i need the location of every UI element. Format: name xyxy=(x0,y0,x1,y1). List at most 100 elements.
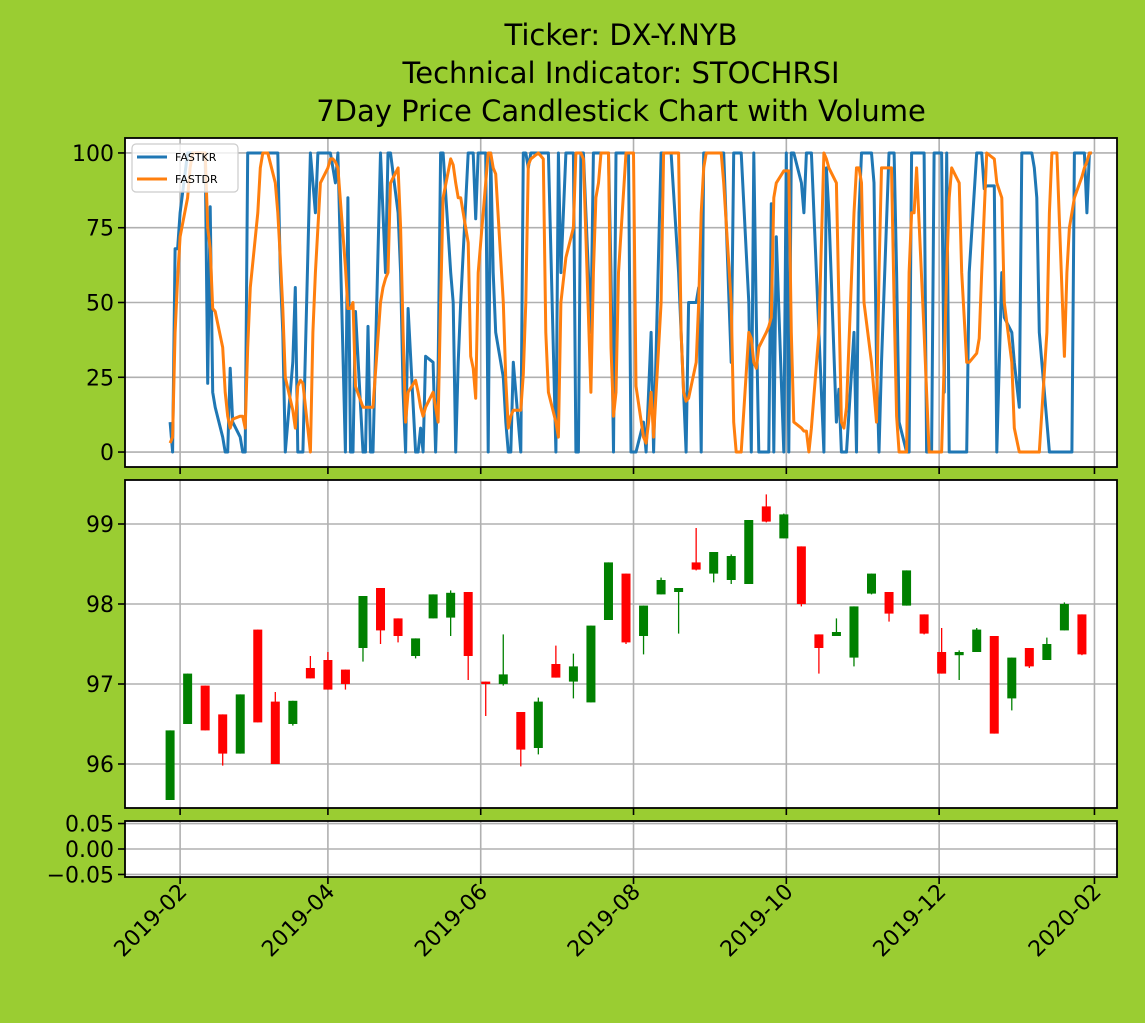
candle-body xyxy=(656,580,666,595)
fastdr-series-line xyxy=(168,151,1092,454)
y-tick-label: 98 xyxy=(86,593,114,618)
candle-body xyxy=(568,666,578,682)
candle xyxy=(919,614,929,635)
candle-body xyxy=(621,573,631,643)
candle-body xyxy=(831,632,841,636)
candle xyxy=(1024,648,1034,668)
candle xyxy=(235,694,245,754)
candle xyxy=(1042,637,1052,660)
candle-body xyxy=(340,669,350,684)
volume-panel: 0.050.00−0.05 xyxy=(47,813,1118,888)
indicator-legend: FASTKR FASTDR xyxy=(131,143,239,193)
candle xyxy=(621,573,631,644)
candle xyxy=(972,628,982,652)
y-tick-label: 100 xyxy=(72,142,114,167)
candle-body xyxy=(533,701,543,748)
candle-body xyxy=(551,664,561,678)
candle xyxy=(726,554,736,584)
candle-body xyxy=(919,614,929,634)
candle-body xyxy=(1077,614,1087,655)
candle-body xyxy=(954,652,964,656)
candle xyxy=(516,712,526,767)
candle-body xyxy=(288,700,298,724)
candle xyxy=(586,625,596,703)
candle-body xyxy=(709,552,719,574)
candle xyxy=(533,697,543,755)
y-tick-label: 96 xyxy=(86,753,114,778)
candle xyxy=(183,673,193,724)
candle xyxy=(884,592,894,622)
candle xyxy=(498,634,508,686)
plot-background xyxy=(125,480,1117,808)
y-tick-label: 0.00 xyxy=(65,838,114,863)
candle xyxy=(428,594,438,619)
candle xyxy=(218,714,228,766)
candle xyxy=(340,669,350,690)
legend-label-fastkr: FASTKR xyxy=(175,151,217,164)
chart-title-line-2: Technical Indicator: STOCHRSI xyxy=(401,56,839,90)
candle xyxy=(814,634,824,674)
candle-body xyxy=(270,701,280,764)
y-tick-label: 25 xyxy=(86,366,114,391)
chart-title-line-1: Ticker: DX-Y.NYB xyxy=(504,18,738,52)
candle-body xyxy=(358,596,368,648)
candle xyxy=(165,730,175,800)
candle xyxy=(831,618,841,636)
candle-body xyxy=(200,685,210,731)
y-tick-label: 75 xyxy=(86,217,114,242)
candle-body xyxy=(516,712,526,750)
candle-body xyxy=(463,592,473,656)
candle-body xyxy=(989,636,999,734)
candle-body xyxy=(498,674,508,684)
candle xyxy=(954,650,964,680)
plot-frame xyxy=(124,820,1118,878)
chart-title-line-3: 7Day Price Candlestick Chart with Volume xyxy=(316,94,926,128)
candle-body xyxy=(814,634,824,648)
candle xyxy=(253,629,263,723)
candle xyxy=(744,520,754,584)
candle-body xyxy=(253,629,263,723)
candle xyxy=(288,700,298,726)
candle xyxy=(463,592,473,680)
candle xyxy=(1077,614,1087,656)
candle-body xyxy=(165,730,175,800)
candle xyxy=(902,570,912,606)
candle-body xyxy=(796,546,806,604)
candle-body xyxy=(481,681,491,684)
candle-body xyxy=(218,714,228,754)
y-tick-label: 97 xyxy=(86,673,114,698)
candle xyxy=(323,652,333,690)
price-panel: 96 97 98 99 xyxy=(86,479,1118,815)
candle-body xyxy=(1007,657,1017,699)
candle xyxy=(551,645,561,678)
candle xyxy=(1059,602,1069,631)
y-tick-label: 0 xyxy=(100,441,114,466)
candle xyxy=(691,528,701,571)
candle-body xyxy=(323,660,333,690)
candle-body xyxy=(305,668,315,679)
plot-frame xyxy=(124,137,1118,468)
plot-frame xyxy=(124,479,1118,809)
candle-body xyxy=(183,673,193,724)
y-tick-label: 50 xyxy=(86,292,114,317)
legend-label-fastdr: FASTDR xyxy=(175,173,218,186)
candle-body xyxy=(393,618,403,636)
candle-body xyxy=(411,638,421,656)
candle-body xyxy=(235,694,245,754)
candle xyxy=(376,588,386,644)
candle xyxy=(568,653,578,699)
candle-body xyxy=(446,592,456,618)
candle xyxy=(393,618,403,643)
candle xyxy=(481,681,491,716)
candle-body xyxy=(761,506,771,522)
candle-body xyxy=(1024,648,1034,667)
candle-body xyxy=(972,629,982,652)
candle xyxy=(849,606,859,667)
candle xyxy=(1007,657,1017,711)
candle-body xyxy=(726,556,736,580)
candle xyxy=(200,685,210,731)
candle-body xyxy=(867,573,877,594)
candle-body xyxy=(1042,644,1052,660)
candlesticks xyxy=(165,494,1087,800)
